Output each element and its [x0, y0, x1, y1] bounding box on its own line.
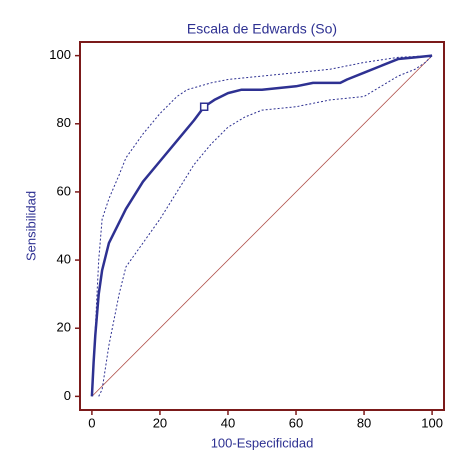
x-tick-label: 80: [357, 415, 371, 430]
x-tick-label: 100: [421, 415, 443, 430]
x-tick-label: 40: [221, 415, 235, 430]
series-line: [90, 54, 433, 397]
y-tick-label: 100: [49, 47, 71, 62]
x-axis-label: 100-Especificidad: [211, 435, 314, 450]
y-axis-label: Sensibilidad: [23, 191, 38, 261]
y-tick-label: 20: [57, 320, 71, 335]
x-tick-label: 20: [153, 415, 167, 430]
chart-title: Escala de Edwards (So): [187, 21, 337, 37]
y-tick-label: 0: [64, 388, 71, 403]
x-tick-label: 0: [88, 415, 95, 430]
x-tick-label: 60: [289, 415, 303, 430]
plot-frame: [79, 41, 445, 411]
series-line: [91, 55, 433, 397]
series-line: [91, 55, 433, 397]
y-tick-label: 40: [57, 252, 71, 267]
y-tick-label: 80: [57, 115, 71, 130]
y-tick-label: 60: [57, 183, 71, 198]
series-line: [98, 55, 433, 397]
point-marker: [199, 102, 209, 111]
